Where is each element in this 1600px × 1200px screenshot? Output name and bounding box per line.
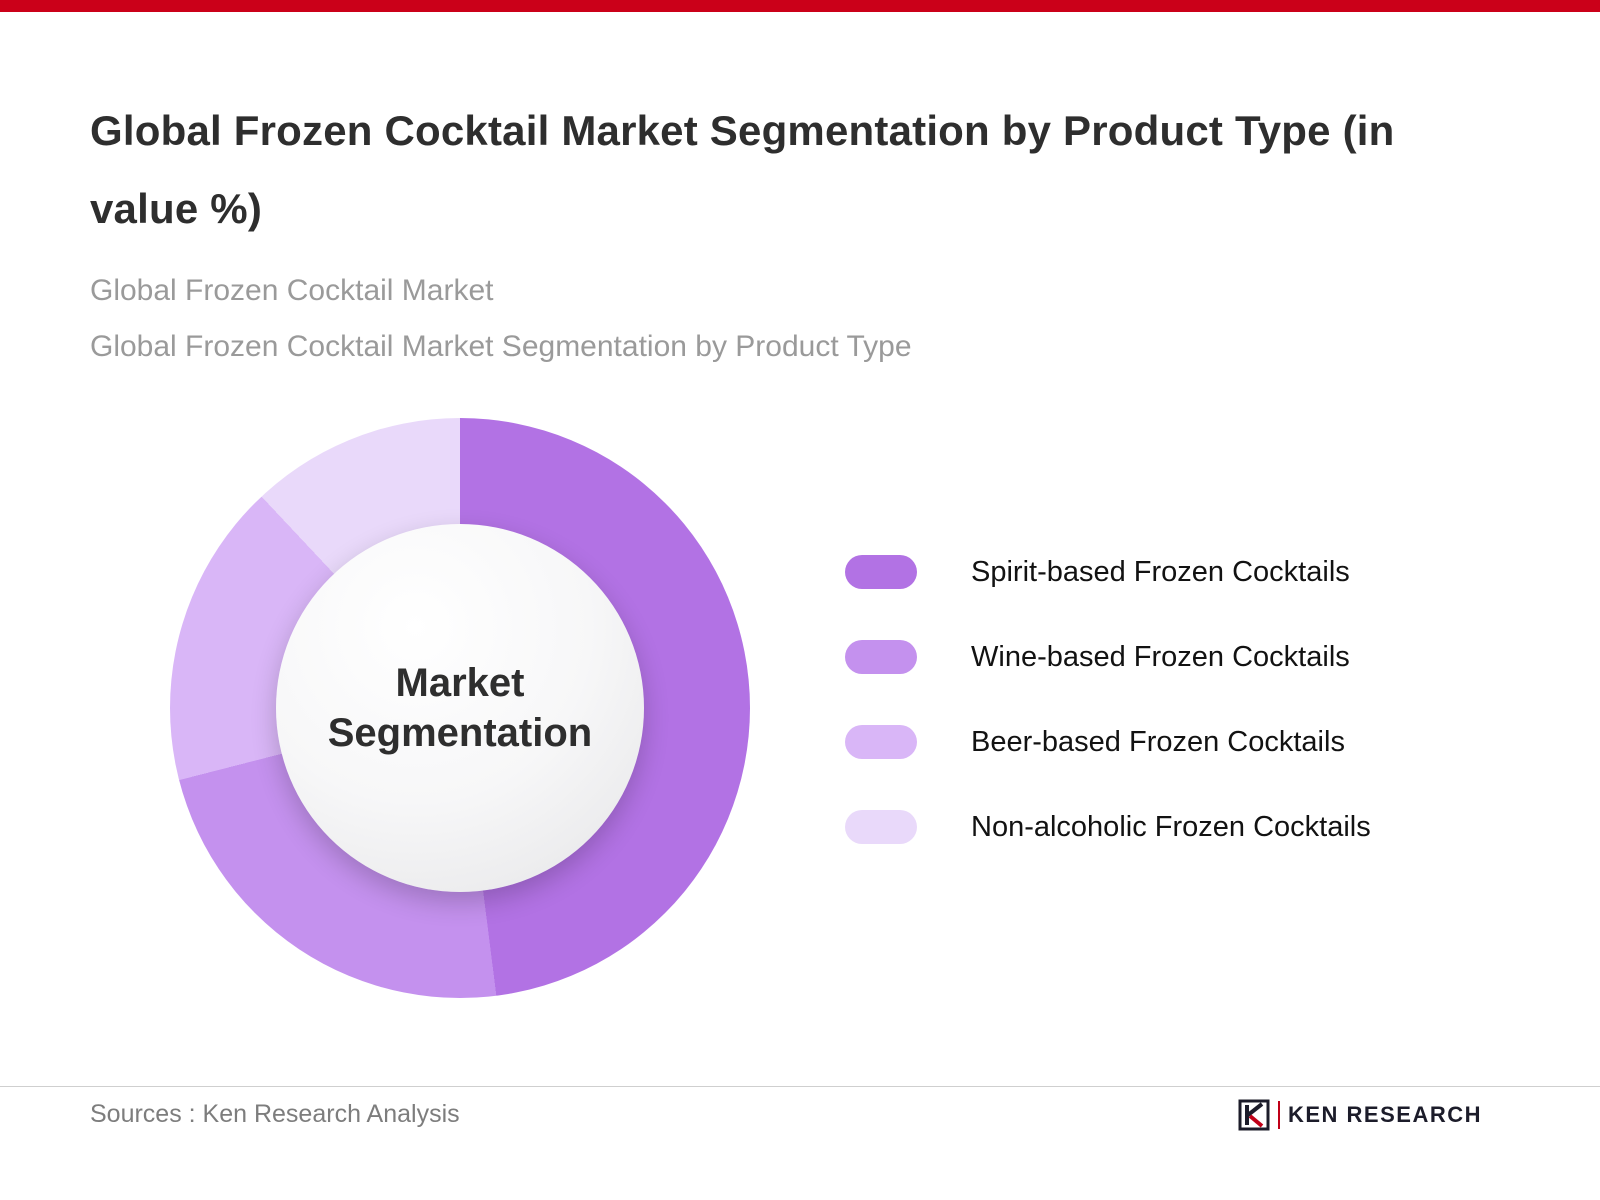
legend-item: Spirit-based Frozen Cocktails <box>845 554 1371 590</box>
legend-item: Non-alcoholic Frozen Cocktails <box>845 809 1371 845</box>
donut-center-label: Market Segmentation <box>327 661 593 755</box>
subtitle-line-2: Global Frozen Cocktail Market Segmentati… <box>90 330 912 363</box>
logo-text: KEN RESEARCH <box>1287 1102 1482 1127</box>
page-title: Global Frozen Cocktail Market Segmentati… <box>90 107 1395 232</box>
header: Global Frozen Cocktail Market Segmentati… <box>90 92 1470 364</box>
sources-text: Sources : Ken Research Analysis <box>90 1100 460 1128</box>
legend-swatch-wine <box>845 640 917 674</box>
legend-label: Beer-based Frozen Cocktails <box>971 725 1345 758</box>
legend-swatch-beer <box>845 725 917 759</box>
donut-center: Market Segmentation <box>276 524 644 892</box>
legend-item: Beer-based Frozen Cocktails <box>845 724 1371 760</box>
footer-divider <box>0 1086 1600 1087</box>
subtitle-line-1: Global Frozen Cocktail Market <box>90 274 494 307</box>
top-accent-bar <box>0 0 1600 12</box>
legend-label: Non-alcoholic Frozen Cocktails <box>971 810 1371 843</box>
legend-swatch-spirit <box>845 555 917 589</box>
logo-separator <box>1277 1101 1280 1129</box>
legend-label: Wine-based Frozen Cocktails <box>971 640 1350 673</box>
legend: Spirit-based Frozen Cocktails Wine-based… <box>845 554 1371 894</box>
legend-label: Spirit-based Frozen Cocktails <box>971 555 1350 588</box>
legend-swatch-nonalcoholic <box>845 810 917 844</box>
ken-research-logo-icon <box>1238 1099 1270 1131</box>
footer: Sources : Ken Research Analysis KEN RESE… <box>0 1086 1600 1131</box>
legend-item: Wine-based Frozen Cocktails <box>845 639 1371 675</box>
ken-research-logo: KEN RESEARCH <box>1238 1096 1482 1134</box>
donut-chart: Market Segmentation <box>170 418 750 998</box>
